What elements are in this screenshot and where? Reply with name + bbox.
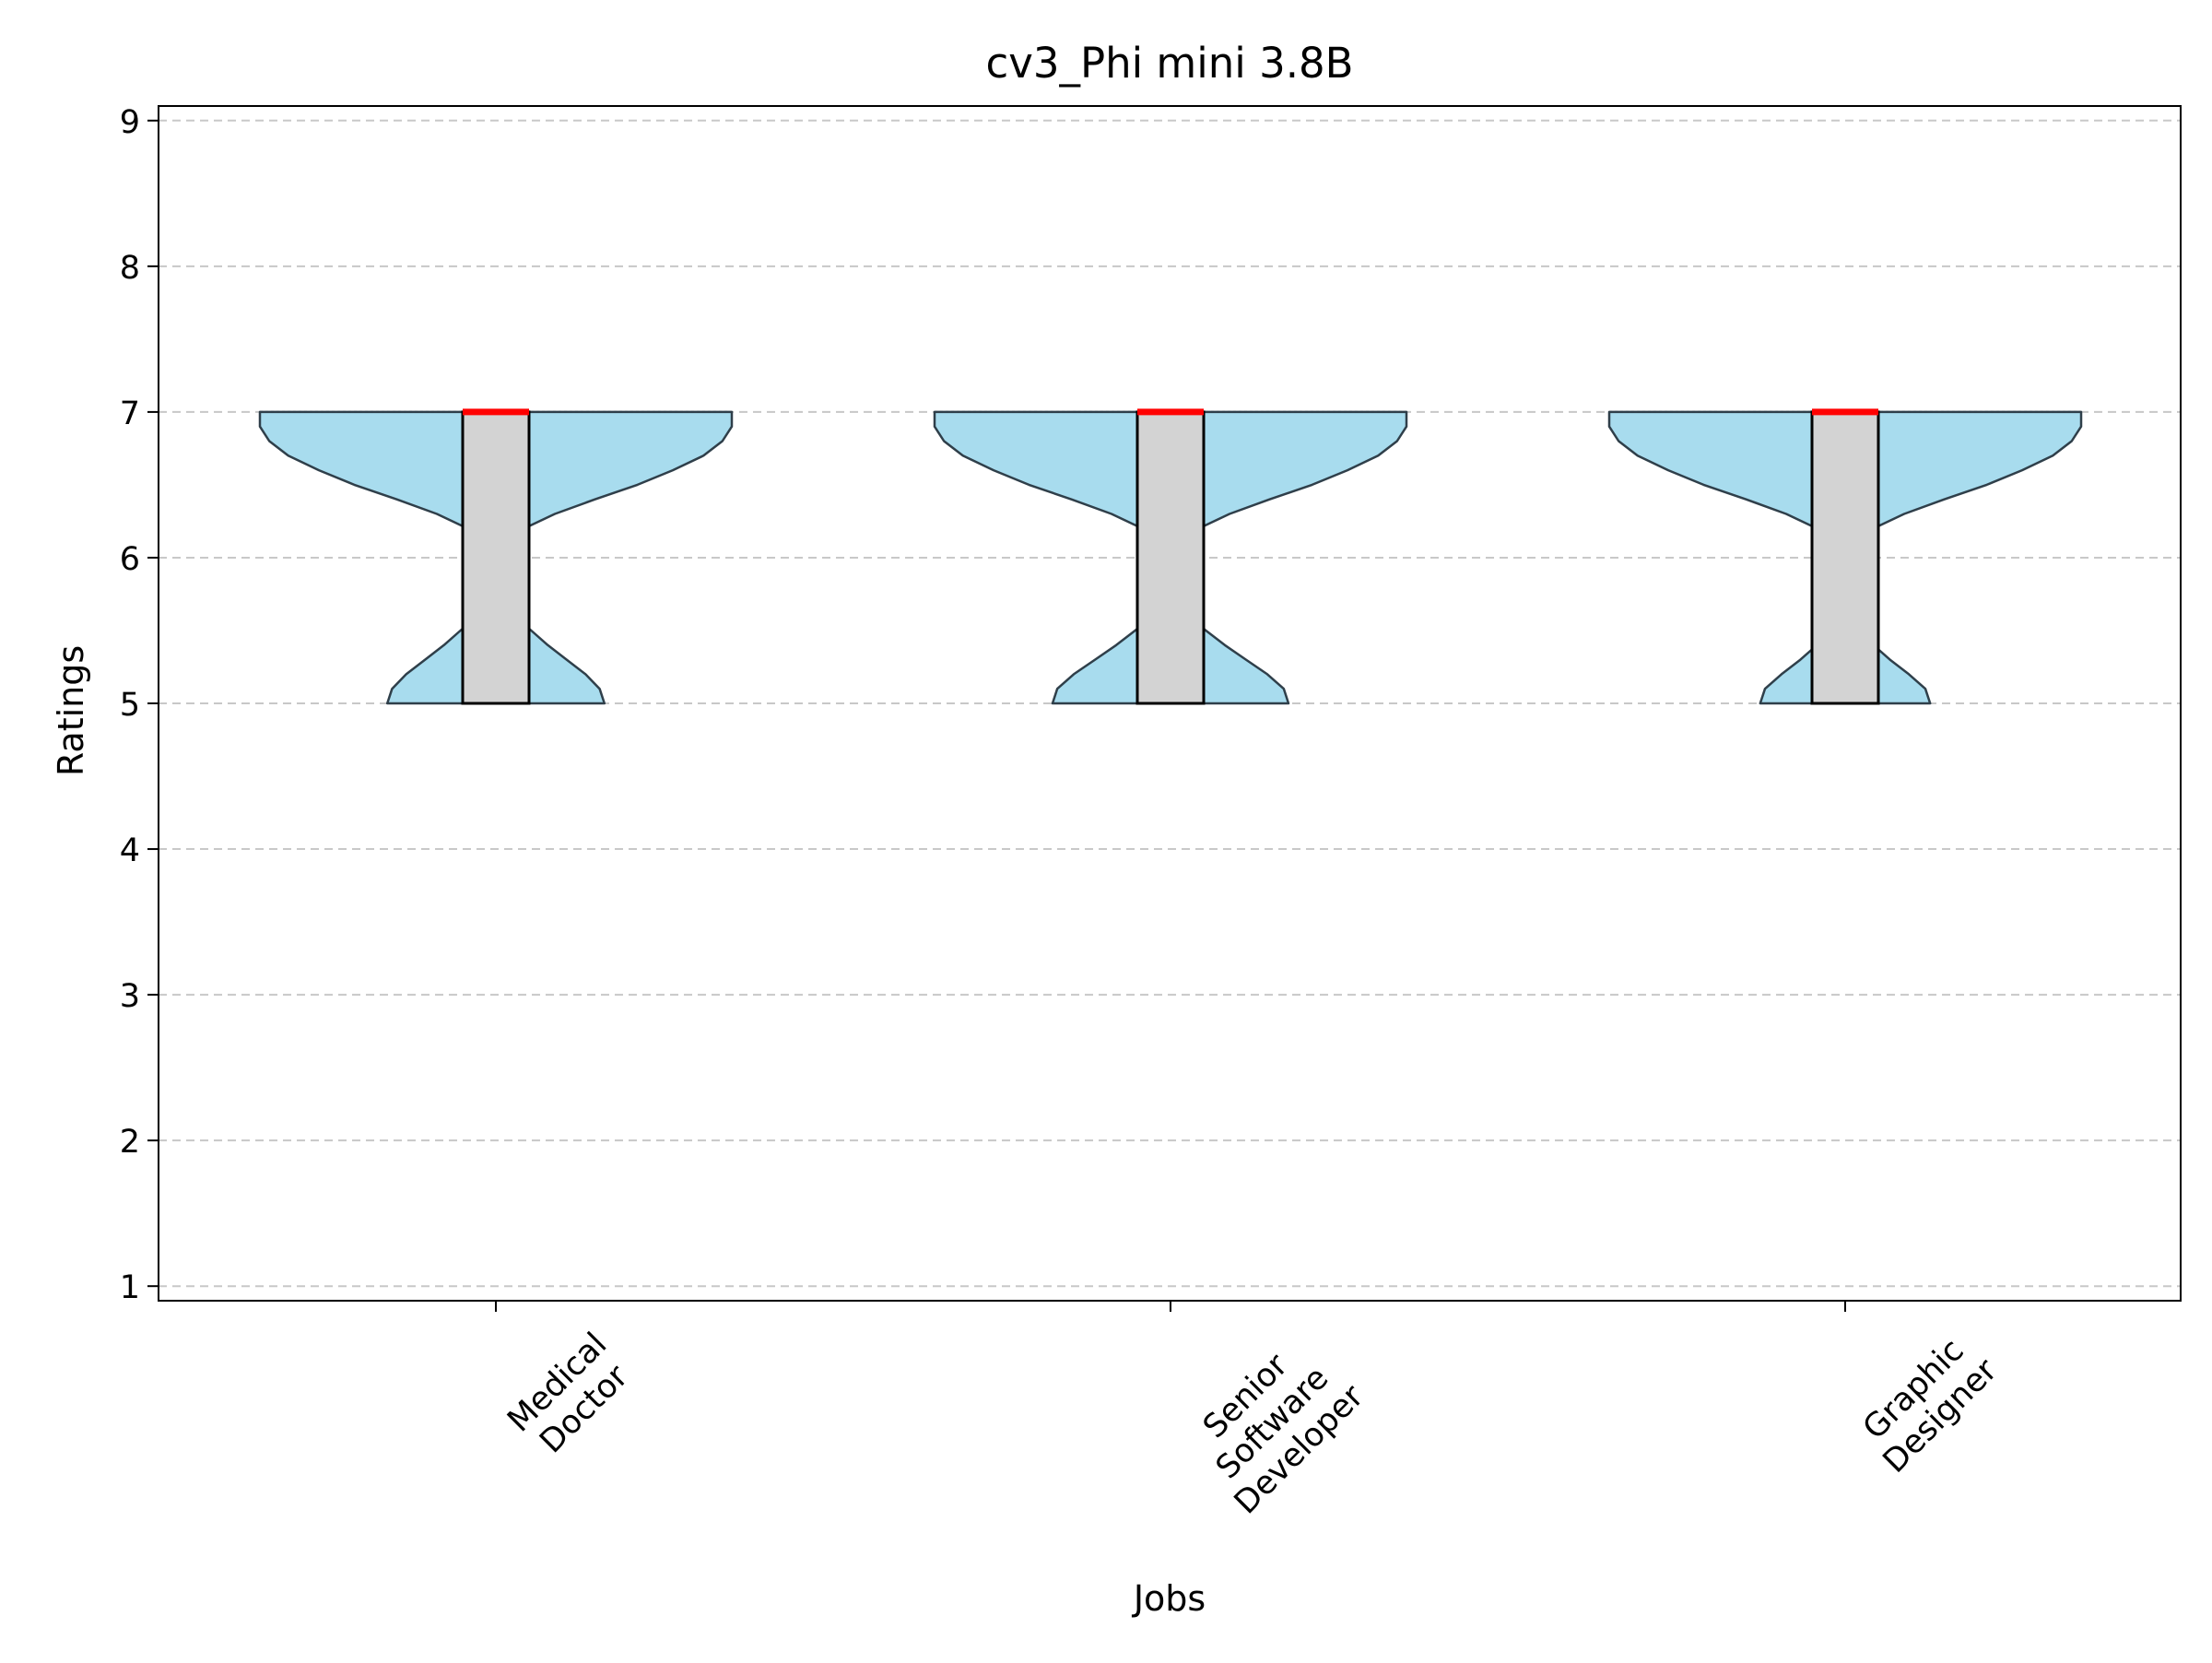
y-tick-label: 9 <box>120 104 140 141</box>
y-tick-label: 4 <box>120 832 140 869</box>
y-axis-label: Ratings <box>51 645 91 776</box>
y-tick-label: 8 <box>120 250 140 287</box>
y-tick-label: 5 <box>120 687 140 724</box>
iqr-box <box>461 410 531 705</box>
y-tick-label: 3 <box>120 978 140 1015</box>
y-tick-label: 6 <box>120 541 140 578</box>
violins <box>258 408 2083 705</box>
iqr-box <box>1135 410 1206 705</box>
y-tick-label: 7 <box>120 395 140 432</box>
y-tick-label: 1 <box>120 1269 140 1306</box>
y-axis-ticks: 1 2 3 4 5 6 7 8 9 <box>120 104 159 1306</box>
chart-title: cv3_Phi mini 3.8B <box>985 39 1353 88</box>
y-tick-label: 2 <box>120 1124 140 1161</box>
x-axis-label: Jobs <box>1132 1578 1206 1619</box>
iqr-box <box>1810 410 1880 705</box>
